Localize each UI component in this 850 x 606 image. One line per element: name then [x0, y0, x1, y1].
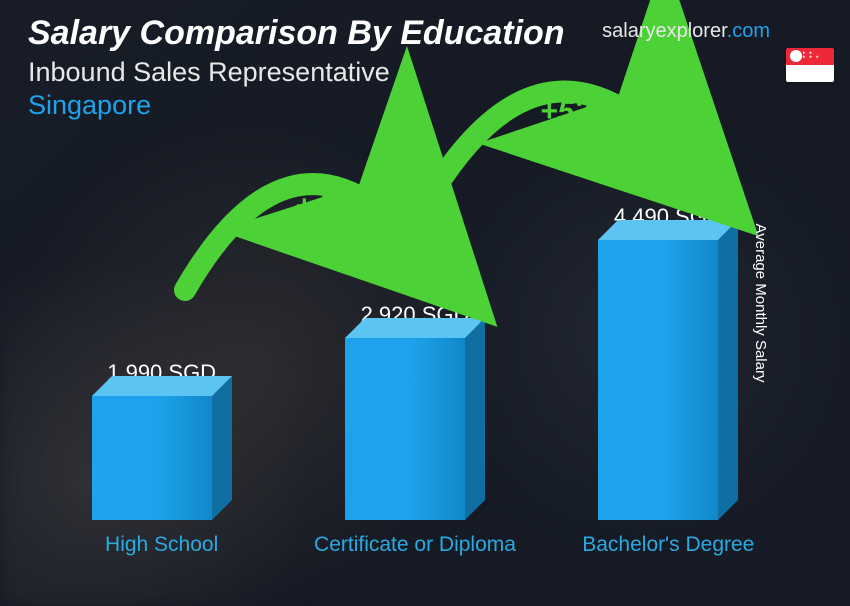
y-axis-label: Average Monthly Salary	[752, 224, 769, 383]
location-label: Singapore	[28, 90, 565, 121]
watermark-brand: salaryexplorer	[602, 20, 727, 42]
bar-label: High School	[105, 532, 218, 586]
job-title: Inbound Sales Representative	[28, 57, 565, 88]
bar-group: 2,920 SGDCertificate or Diploma	[305, 302, 525, 586]
bar	[345, 338, 485, 520]
watermark-tld: .com	[727, 20, 770, 42]
bar-group: 4,490 SGDBachelor's Degree	[558, 204, 778, 586]
page-title: Salary Comparison By Education	[28, 14, 565, 53]
growth-percent: +47%	[295, 190, 373, 224]
bar-chart: 1,990 SGDHigh School2,920 SGDCertificate…	[50, 146, 780, 586]
bar-label: Certificate or Diploma	[314, 532, 516, 586]
bar	[598, 240, 738, 520]
bar-label: Bachelor's Degree	[582, 532, 754, 586]
bar-group: 1,990 SGDHigh School	[52, 360, 272, 586]
bar	[92, 396, 232, 520]
watermark: salaryexplorer.com	[602, 20, 770, 43]
flag-icon: ★ ★★ ★ ★	[786, 48, 834, 82]
